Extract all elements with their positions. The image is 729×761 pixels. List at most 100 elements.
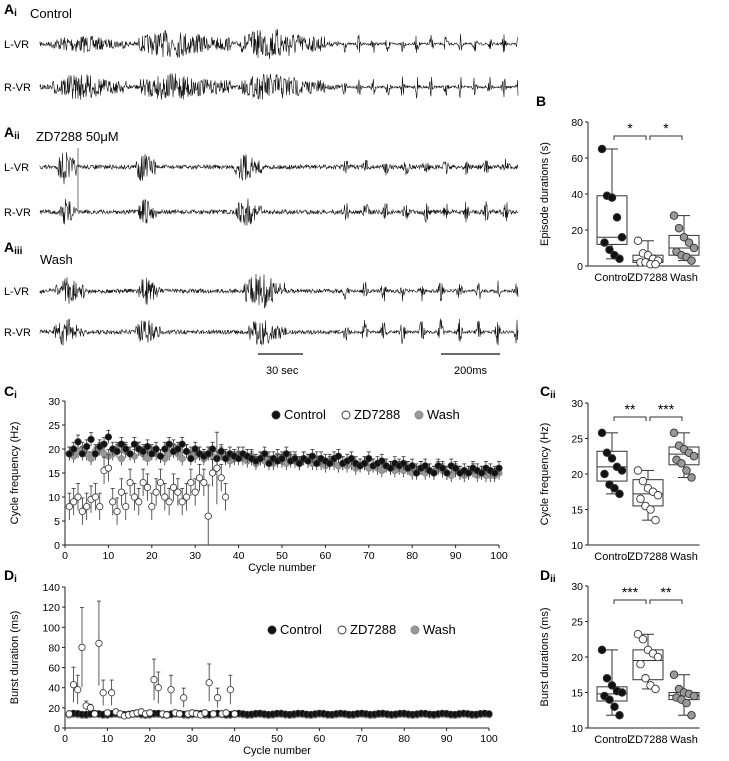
box-chart-Dii: 10 15 20 25 30 Burst durations (ms) ControlZD7…	[539, 581, 700, 746]
data-point	[87, 435, 95, 443]
data-point	[636, 494, 645, 504]
condition-label-control: Control	[30, 6, 72, 21]
data-point	[600, 238, 609, 247]
data-point	[165, 440, 173, 448]
data-point	[169, 483, 178, 491]
data-point	[607, 454, 617, 463]
data-point	[687, 473, 696, 482]
data-point	[669, 428, 679, 438]
data-point	[214, 694, 222, 702]
data-point	[617, 232, 627, 242]
data-point	[191, 488, 199, 496]
legend: Control ZD7288 Wash	[267, 622, 456, 637]
significance-label: **	[661, 584, 672, 600]
panel-label-Di: Di	[4, 567, 17, 585]
legend-marker	[267, 625, 277, 635]
data-point	[139, 447, 147, 455]
data-point	[430, 469, 438, 477]
x-tick-label: 80	[406, 550, 418, 562]
x-category-label: Wash	[670, 734, 698, 746]
data-point	[126, 450, 134, 458]
data-point	[161, 445, 169, 453]
x-tick-label: 60	[320, 550, 332, 562]
panel-label-B: B	[536, 93, 546, 109]
data-point	[161, 493, 169, 501]
data-point	[491, 469, 499, 477]
electrophysiology-traces	[39, 28, 519, 346]
significance-label: ***	[658, 401, 675, 417]
data-point	[187, 454, 195, 463]
scatter-chart-Di: 0 20 40 60 80 100 120 140 Burst duration (ms) 0 10…	[9, 582, 498, 757]
data-point	[597, 428, 607, 438]
y-tick-label: 10	[571, 723, 583, 735]
x-tick-label: 40	[233, 550, 245, 562]
y-tick-label: 30	[571, 581, 583, 593]
data-point	[633, 630, 643, 639]
data-point	[104, 464, 113, 472]
x-tick-label: 0	[62, 550, 68, 562]
y-axis-title: Burst duration (ms)	[9, 611, 21, 705]
data-point	[615, 489, 624, 499]
data-point	[117, 488, 126, 496]
panel-label-Ci: Ci	[4, 383, 17, 401]
data-point	[113, 447, 121, 455]
significance-bracket	[613, 416, 647, 421]
data-point	[148, 502, 156, 511]
data-point	[347, 454, 356, 463]
data-point	[209, 710, 217, 718]
data-point	[612, 213, 622, 222]
data-point	[682, 466, 691, 475]
data-point	[152, 445, 160, 453]
significance-bracket	[649, 416, 683, 421]
y-tick-label: 40	[48, 683, 60, 695]
data-point	[605, 245, 614, 255]
data-point	[217, 474, 225, 482]
x-tick-label: 70	[356, 733, 368, 745]
data-point	[143, 483, 152, 491]
y-tick-label: 10	[48, 492, 60, 504]
x-tick-label: 10	[102, 733, 114, 745]
condition-label-zd7288: ZD7288 50μM	[36, 129, 119, 144]
data-point	[617, 688, 627, 697]
legend-label: Wash	[427, 407, 460, 422]
data-point	[689, 691, 699, 701]
data-point	[313, 459, 321, 467]
y-tick-label: 140	[42, 582, 60, 594]
data-point	[602, 448, 612, 457]
legend-marker	[271, 410, 281, 420]
data-point	[495, 464, 503, 472]
data-point	[295, 459, 303, 467]
data-point	[96, 502, 104, 511]
data-point	[83, 442, 91, 451]
data-point	[651, 259, 660, 269]
data-point	[91, 493, 99, 501]
data-point	[182, 447, 191, 455]
slow-trace-1	[39, 73, 341, 100]
data-point	[378, 457, 386, 465]
data-point	[70, 445, 78, 453]
data-point	[610, 483, 619, 493]
x-tick-label: 70	[363, 550, 375, 562]
x-tick-label: 30	[186, 733, 198, 745]
y-tick-label: 60	[571, 153, 583, 165]
data-point	[607, 681, 617, 690]
data-point	[600, 469, 609, 479]
fast-trace-2	[339, 158, 519, 176]
data-point	[117, 454, 126, 463]
data-point	[485, 710, 493, 718]
legend-marker	[414, 410, 424, 420]
data-point	[95, 639, 103, 648]
data-point	[438, 464, 447, 472]
x-category-label: ZD7288	[628, 734, 667, 746]
data-point	[451, 464, 460, 472]
data-point	[156, 452, 165, 460]
data-point	[150, 676, 158, 684]
channel-label-r-vr: R-VR	[4, 207, 31, 219]
data-point	[70, 498, 78, 506]
data-point	[213, 464, 221, 472]
data-point	[641, 674, 650, 683]
data-point	[99, 689, 107, 697]
data-point	[109, 498, 117, 506]
data-point	[178, 440, 186, 448]
y-tick-label: 30	[48, 396, 60, 408]
